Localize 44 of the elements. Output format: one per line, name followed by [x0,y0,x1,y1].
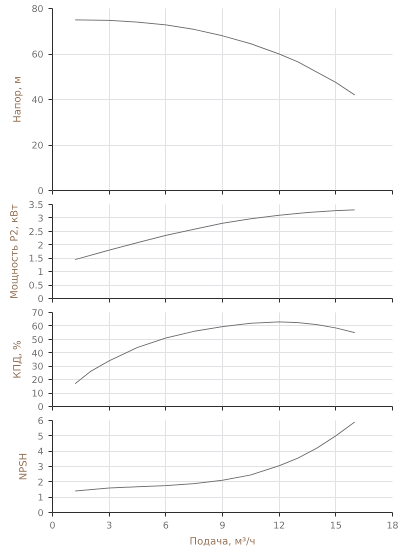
line-series [74,209,356,260]
line-series [74,321,356,384]
y-tick-label: 3 [38,462,44,473]
x-tick-label: 6 [162,520,169,532]
y-tick-label: 0.5 [28,280,44,292]
x-axis-title: Подача, м³/ч [190,536,256,548]
line-series [74,19,356,96]
y-axis-title: КПД, % [12,340,24,379]
y-tick-label: 0 [38,294,44,305]
y-tick-label: 1 [38,267,44,278]
y-tick-label: 2.5 [28,226,44,238]
x-tick-label: 15 [330,520,342,532]
y-axis-title: Мощность P2, кВт [10,204,21,299]
y-tick-label: 1.5 [28,254,44,265]
x-tick-label: 3 [106,520,112,532]
y-tick-label: 0 [38,508,44,519]
y-tick-label: 0 [38,186,44,197]
line-series [74,422,356,492]
x-tick-label: 0 [50,520,56,532]
y-tick-label: 1 [38,492,44,504]
y-tick-label: 4 [38,446,44,458]
y-axis-title: NPSH [18,452,30,480]
y-tick-label: 10 [32,388,44,400]
y-tick-label: 40 [32,348,44,360]
y-tick-label: 20 [32,375,44,386]
y-tick-label: 2 [38,240,44,252]
y-tick-label: 5 [38,431,44,442]
y-tick-label: 2 [38,477,44,488]
y-tick-label: 60 [32,321,44,332]
y-tick-label: 50 [32,334,44,346]
x-tick-label: 9 [220,520,226,532]
y-tick-label: 70 [32,308,44,319]
y-tick-label: 0 [38,402,44,413]
x-tick-label: 12 [273,520,286,532]
y-tick-label: 3.5 [28,200,44,211]
y-axis-title: Напор, м [12,76,24,123]
x-tick-label: 18 [386,520,398,532]
y-tick-label: 6 [38,416,44,427]
y-tick-label: 80 [32,4,44,15]
y-tick-label: 30 [32,362,44,373]
y-tick-label: 20 [32,140,44,152]
y-tick-label: 60 [32,50,44,60]
y-tick-label: 3 [38,213,44,224]
y-tick-label: 40 [32,95,44,106]
